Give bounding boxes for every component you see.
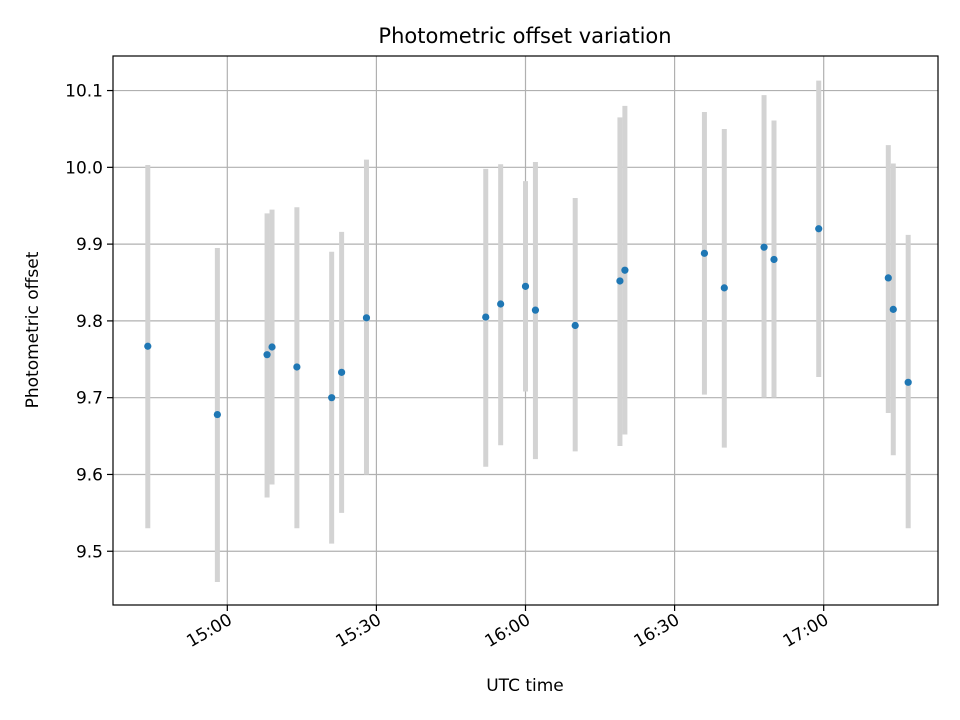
data-point [616,277,624,285]
data-point [482,313,490,321]
data-point [521,282,530,290]
data-point [263,351,271,359]
y-axis-label: Photometric offset [23,251,43,408]
data-points [144,225,912,419]
data-point [889,305,897,313]
data-point [338,368,346,376]
y-tick-label: 10.0 [65,158,103,178]
data-point [884,274,892,282]
data-point [213,410,221,419]
data-point [293,363,301,371]
y-tick-label: 9.9 [76,235,103,255]
y-tick-label: 9.7 [76,389,103,409]
data-point [760,243,768,251]
data-point [497,300,505,308]
chart-title: Photometric offset variation [378,24,671,48]
data-point [815,225,823,233]
data-point [904,378,912,386]
y-tick-label: 9.5 [76,542,103,562]
y-tick-label: 9.6 [76,465,103,485]
x-axis-label: UTC time [486,676,564,696]
data-point [268,343,276,351]
data-point [770,255,778,264]
data-point [720,284,728,292]
data-point [531,306,540,314]
data-point [362,314,371,322]
y-axis-ticks: 9.5 9.6 9.7 9.8 9.9 10.0 10.1 [65,82,113,562]
y-tick-label: 9.8 [76,312,103,332]
data-point [700,249,709,257]
y-tick-label: 10.1 [65,82,103,102]
data-point [571,321,579,330]
data-point [621,266,629,274]
data-point [144,342,152,350]
data-point [328,394,336,402]
